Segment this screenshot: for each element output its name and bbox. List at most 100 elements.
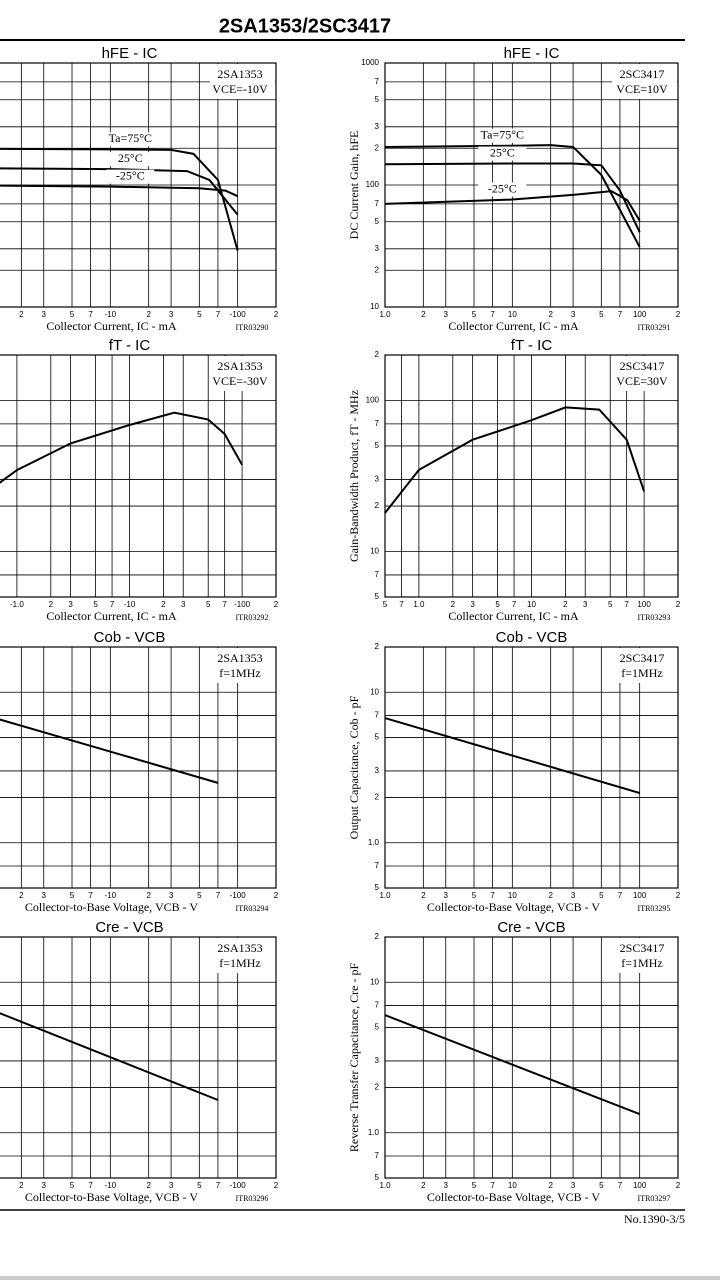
y-tick-label: 7 — [375, 711, 380, 720]
condition-box — [210, 356, 275, 391]
y-tick-label: 7 — [375, 1001, 380, 1010]
x-tick-label: 10 — [508, 1181, 517, 1190]
curve — [0, 147, 239, 251]
x-tick-label: 5 — [599, 310, 604, 319]
y-tick-label: 5 — [375, 217, 380, 226]
x-tick-label: 2 — [421, 1181, 426, 1190]
x-tick-label: 7 — [216, 1181, 221, 1190]
y-axis-label: Output Capacitance, Cob - pF — [347, 695, 361, 839]
x-tick-label: 1.0 — [379, 310, 391, 319]
curve — [0, 184, 239, 198]
y-tick-label: 5 — [375, 733, 380, 742]
x-tick-label: 7 — [88, 310, 93, 319]
y-tick-label: 3 — [375, 766, 380, 775]
x-tick-label: -10 — [105, 891, 117, 900]
x-tick-label: 2 — [548, 310, 553, 319]
x-tick-label: 5 — [608, 600, 613, 609]
x-tick-label: 2 — [676, 891, 681, 900]
test-condition: f=1MHz — [219, 956, 260, 970]
x-tick-label: -10 — [105, 310, 117, 319]
bottom-edge — [0, 1276, 720, 1280]
plot-frame — [0, 62, 277, 308]
x-tick-label: -10 — [124, 600, 136, 609]
x-tick-label: 2 — [146, 310, 151, 319]
curve — [0, 411, 243, 484]
x-axis-label: Collector-to-Base Voltage, VCB - V — [25, 900, 199, 914]
plot-frame — [384, 646, 679, 889]
x-tick-label: 2 — [19, 891, 24, 900]
x-tick-label: 7 — [88, 891, 93, 900]
curve — [384, 190, 641, 222]
x-tick-label: 2 — [146, 891, 151, 900]
chart-title: hFE - IC — [504, 45, 560, 62]
curve — [384, 144, 641, 248]
figure-code: ITR03291 — [638, 323, 671, 332]
test-condition: VCE=10V — [616, 82, 668, 96]
figure-code: ITR03293 — [638, 613, 671, 622]
plot-frame — [384, 354, 679, 598]
device-name: 2SC3417 — [620, 67, 665, 81]
x-tick-label: 100 — [633, 1181, 647, 1190]
y-tick-label: 5 — [375, 1173, 380, 1182]
x-tick-label: 2 — [421, 310, 426, 319]
chart-title: Cre - VCB — [497, 919, 565, 936]
x-tick-label: 1.0 — [413, 600, 425, 609]
condition-box — [210, 648, 275, 683]
test-condition: VCE=-10V — [212, 82, 268, 96]
x-tick-label: 3 — [169, 891, 174, 900]
figure-code: ITR03296 — [236, 1194, 269, 1203]
figure-code: ITR03292 — [236, 613, 269, 622]
x-axis-label: Collector-to-Base Voltage, VCB - V — [427, 900, 601, 914]
condition-box — [612, 356, 677, 391]
x-tick-label: 7 — [490, 1181, 495, 1190]
x-tick-label: -100 — [230, 310, 247, 319]
x-tick-label: 7 — [618, 1181, 623, 1190]
x-tick-label: 5 — [599, 891, 604, 900]
x-tick-label: 5 — [383, 600, 388, 609]
y-tick-label: 10 — [370, 302, 379, 311]
figure-code: ITR03297 — [638, 1194, 671, 1203]
x-tick-label: -10 — [105, 1181, 117, 1190]
y-tick-label: 7 — [375, 570, 380, 579]
x-tick-label: 5 — [472, 1181, 477, 1190]
figure-code: ITR03294 — [236, 904, 269, 913]
x-tick-label: 10 — [527, 600, 536, 609]
x-tick-label: 5 — [197, 891, 202, 900]
x-tick-label: 5 — [495, 600, 500, 609]
x-axis-label: Collector-to-Base Voltage, VCB - V — [25, 1190, 199, 1204]
y-tick-label: 1.0 — [368, 838, 380, 847]
device-name: 2SC3417 — [620, 941, 665, 955]
device-name: 2SA1353 — [217, 651, 262, 665]
x-axis-label: Collector-to-Base Voltage, VCB - V — [427, 1190, 601, 1204]
y-tick-label: 5 — [375, 592, 380, 601]
x-tick-label: 100 — [633, 891, 647, 900]
test-condition: f=1MHz — [621, 666, 662, 680]
x-tick-label: 5 — [93, 600, 98, 609]
x-tick-label: 2 — [451, 600, 456, 609]
y-tick-label: 1.0 — [368, 1128, 380, 1137]
y-tick-label: 3 — [375, 244, 380, 253]
x-tick-label: 3 — [444, 1181, 449, 1190]
series-label: 25°C — [118, 151, 143, 165]
series-label: -25°C — [488, 181, 517, 195]
x-tick-label: 7 — [624, 600, 629, 609]
y-tick-label: 10 — [370, 977, 379, 986]
x-tick-label: 3 — [571, 1181, 576, 1190]
x-tick-label: 2 — [274, 891, 279, 900]
x-tick-label: 7 — [222, 600, 227, 609]
figure-code: ITR03295 — [638, 904, 671, 913]
x-axis-label: Collector Current, IC - mA — [448, 609, 579, 623]
device-name: 2SA1353 — [217, 67, 262, 81]
x-tick-label: 5 — [197, 1181, 202, 1190]
plot-frame — [384, 62, 679, 308]
y-tick-label: 5 — [375, 1023, 380, 1032]
plot-frame — [0, 646, 277, 889]
label-bg — [106, 132, 155, 147]
chart-title: hFE - IC — [102, 45, 158, 62]
x-tick-label: 3 — [169, 1181, 174, 1190]
x-tick-label: 2 — [563, 600, 568, 609]
x-tick-label: 2 — [274, 1181, 279, 1190]
x-tick-label: 100 — [633, 310, 647, 319]
chart-title: fT - IC — [511, 337, 553, 354]
condition-box — [210, 64, 275, 99]
